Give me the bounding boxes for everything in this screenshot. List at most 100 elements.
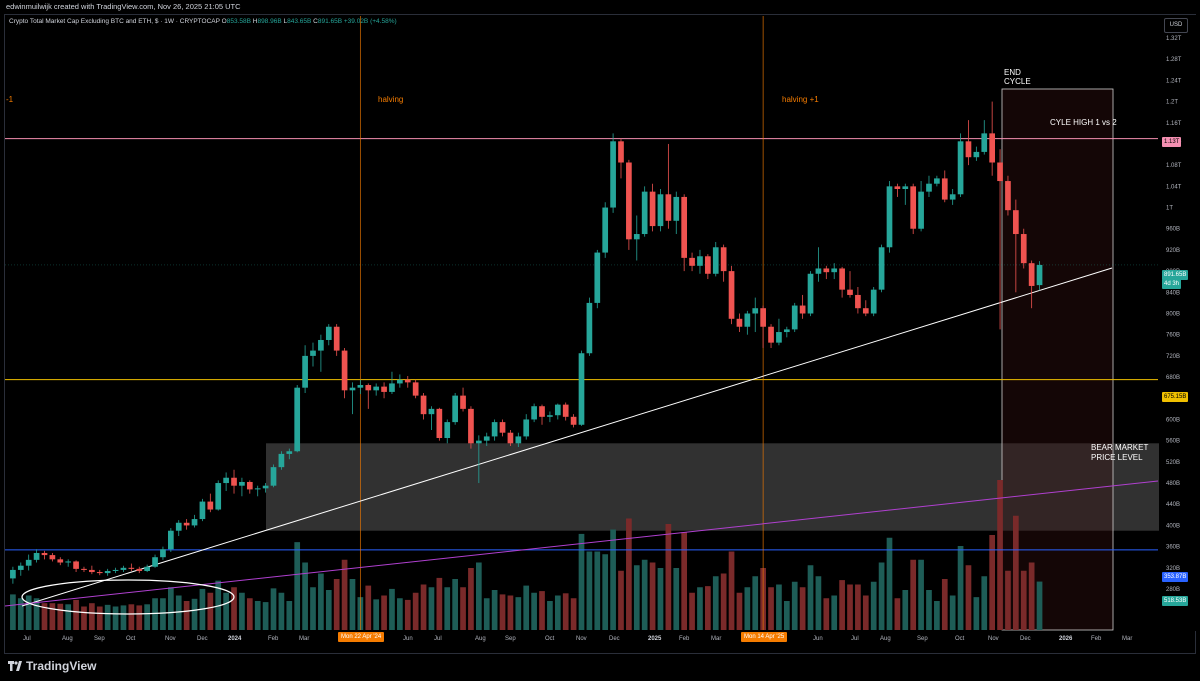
volume-bar	[768, 587, 774, 630]
candle	[720, 244, 727, 282]
volume-bar	[215, 580, 222, 630]
candle	[207, 493, 214, 513]
volume-bar	[33, 598, 40, 630]
candle-body	[452, 395, 458, 423]
time-axis-label: Jun	[403, 636, 413, 642]
volume-bar	[1028, 562, 1035, 630]
currency-button[interactable]: USD	[1164, 18, 1188, 33]
candle	[96, 569, 103, 576]
candle-body	[918, 191, 924, 229]
candle-body	[104, 570, 111, 574]
volume-bar	[191, 598, 198, 630]
volume-bar	[341, 559, 348, 630]
price-axis-tick: 400B	[1166, 523, 1180, 529]
candle	[705, 254, 711, 280]
candle	[641, 186, 648, 237]
candle-body	[720, 247, 727, 272]
candle	[33, 549, 40, 563]
candle	[712, 241, 719, 277]
candle-body	[1005, 181, 1011, 211]
countdown-tag: 4d 3h	[1162, 279, 1182, 289]
candle-body	[49, 555, 56, 560]
candle	[302, 345, 308, 393]
price-axis-tick: 280B	[1166, 587, 1180, 593]
candle	[81, 566, 87, 573]
candle	[357, 379, 364, 395]
volume-price-tag: 518.53B	[1162, 596, 1189, 606]
candle	[17, 562, 24, 576]
volume-bar	[57, 603, 64, 630]
candle	[799, 294, 806, 319]
candle	[420, 392, 427, 420]
volume-bar	[475, 562, 482, 630]
candle-body	[191, 519, 198, 526]
volume-bar	[949, 595, 956, 630]
candle-body	[278, 453, 285, 468]
volume-bar	[412, 592, 419, 630]
volume-bar	[862, 595, 869, 630]
price-axis-tick: 920B	[1166, 248, 1180, 254]
candle	[57, 557, 64, 566]
candle	[981, 120, 988, 155]
candle-body	[381, 386, 387, 392]
candle-body	[239, 481, 245, 486]
time-axis-label: 2024	[228, 636, 242, 642]
candle-body	[760, 308, 766, 327]
tradingview-logo[interactable]: TradingView	[8, 659, 96, 673]
time-axis-label: Feb	[679, 636, 690, 642]
candle-body	[310, 350, 316, 356]
candle-body	[554, 404, 561, 416]
end-cycle-label-2: CYCLE	[1004, 77, 1031, 86]
symbol-name: Crypto Total Market Cap Excluding BTC an…	[9, 18, 220, 25]
candle	[815, 247, 822, 282]
volume-bar	[957, 546, 964, 630]
volume-bar	[870, 581, 877, 630]
candle-body	[167, 530, 174, 550]
candle-body	[641, 191, 648, 235]
price-axis-tick: 1.28T	[1166, 57, 1182, 63]
candle-body	[286, 451, 293, 454]
footer	[0, 654, 1200, 681]
volume-bar	[460, 587, 466, 630]
candle-body	[507, 432, 514, 444]
candle-body	[144, 566, 150, 571]
candle	[262, 483, 269, 493]
price-axis-tick: 560B	[1166, 439, 1180, 445]
candle	[41, 550, 48, 560]
candle	[1005, 175, 1011, 216]
brand-name: TradingView	[26, 659, 97, 673]
candle	[294, 385, 301, 453]
volume-bar	[278, 592, 285, 630]
volume-bar	[910, 559, 917, 630]
cycle-high-label: CYLE HIGH 1 vs 2	[1050, 118, 1117, 127]
time-axis-label: Jul	[851, 636, 859, 642]
cycle-high-price-tag: 1.13T	[1162, 137, 1182, 147]
candle	[373, 383, 380, 396]
volume-bar	[373, 599, 380, 630]
time-axis-label: Aug	[62, 636, 73, 642]
candle-body	[1028, 263, 1035, 286]
candle	[673, 191, 680, 235]
candle	[791, 302, 798, 333]
candle	[681, 194, 688, 272]
candle-body	[657, 194, 664, 227]
candle	[341, 347, 348, 399]
candle	[183, 519, 190, 530]
candle	[215, 480, 222, 511]
candle-body	[957, 141, 964, 195]
candle	[689, 252, 695, 272]
candle	[318, 334, 324, 372]
candle	[870, 287, 877, 317]
volume-bar	[847, 584, 853, 630]
time-axis-label: Jul	[23, 636, 31, 642]
candle	[657, 188, 664, 232]
candle	[325, 324, 332, 346]
volume-bar	[681, 532, 688, 630]
candle-body	[673, 196, 680, 221]
volume-bar	[531, 592, 537, 630]
volume-bar	[302, 562, 308, 630]
time-axis-label: Nov	[165, 636, 176, 642]
volume-bar	[183, 601, 190, 630]
time-axis-label: Oct	[545, 636, 555, 642]
chart-canvas[interactable]: 1.32T1.28T1.24T1.2T1.16T1.12T1.08T1.04T1…	[0, 0, 1200, 654]
